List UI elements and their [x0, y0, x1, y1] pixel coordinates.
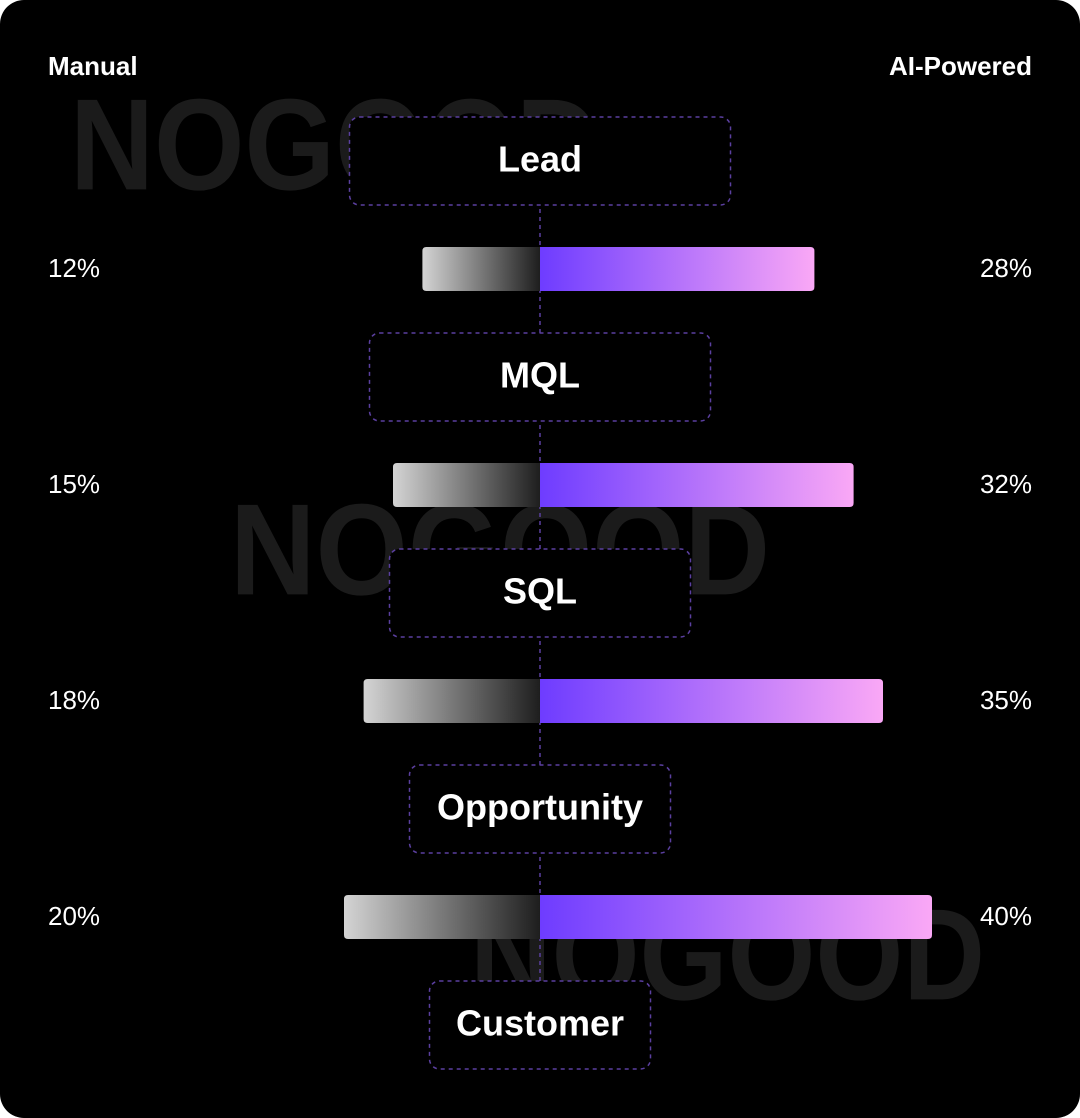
bar-manual — [344, 895, 540, 939]
bar-ai — [540, 895, 932, 939]
bar-ai — [540, 679, 883, 723]
stage-label: MQL — [500, 355, 580, 396]
value-label-ai: 28% — [980, 253, 1032, 283]
bar-manual — [363, 679, 540, 723]
value-label-ai: 32% — [980, 469, 1032, 499]
value-label-ai: 40% — [980, 901, 1032, 931]
stage-box — [388, 548, 692, 638]
stage-label: Opportunity — [437, 787, 643, 828]
stage-label: Customer — [456, 1003, 624, 1044]
stage-box — [368, 332, 712, 422]
bar-manual — [422, 247, 540, 291]
value-label-manual: 20% — [48, 901, 100, 931]
bar-ai — [540, 463, 854, 507]
value-label-manual: 15% — [48, 469, 100, 499]
legend-right: AI-Powered — [889, 51, 1032, 81]
bar-ai — [540, 247, 815, 291]
stage-box — [428, 980, 652, 1070]
bar-manual — [393, 463, 540, 507]
stage-label: Lead — [498, 139, 582, 180]
stage-label: SQL — [503, 571, 577, 612]
legend-left: Manual — [48, 51, 138, 81]
value-label-ai: 35% — [980, 685, 1032, 715]
stage-box — [408, 764, 672, 854]
stage-box — [348, 116, 732, 206]
value-label-manual: 18% — [48, 685, 100, 715]
value-label-manual: 12% — [48, 253, 100, 283]
